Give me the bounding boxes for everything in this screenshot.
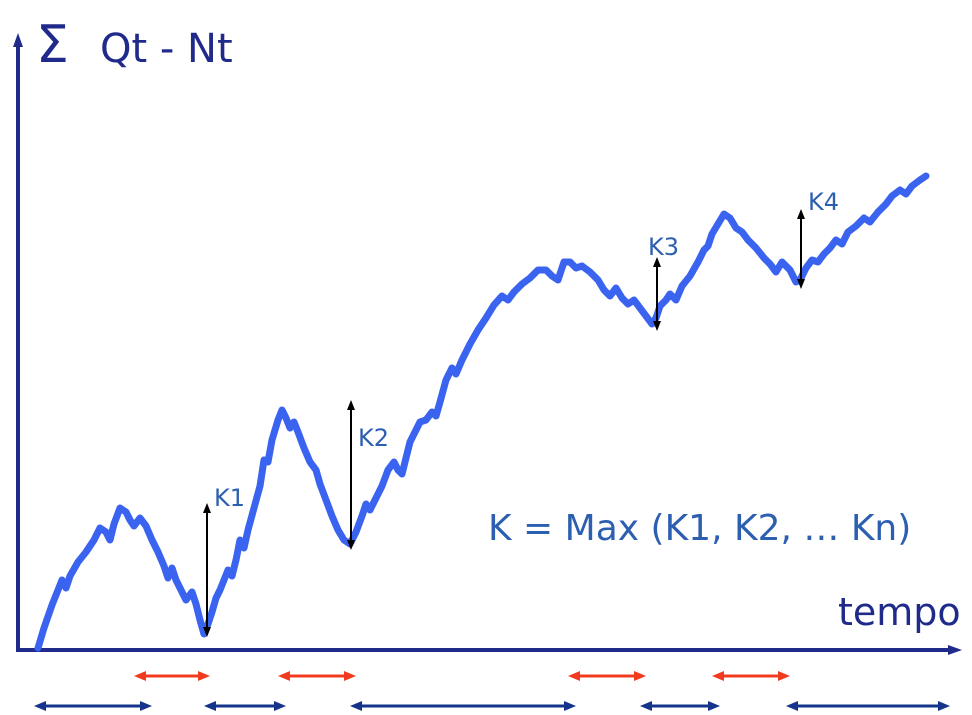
x-axis-label: tempo — [838, 590, 961, 634]
k2-label: K2 — [358, 424, 389, 452]
sigma-symbol: Σ — [36, 15, 69, 75]
k1-label: K1 — [214, 484, 245, 512]
formula-text: K = Max (K1, K2, … Kn) — [488, 508, 911, 549]
y-axis-label: Qt - Nt — [100, 26, 233, 72]
k3-label: K3 — [648, 233, 679, 261]
cumulative-curve — [34, 172, 930, 652]
k4-label: K4 — [808, 188, 839, 216]
